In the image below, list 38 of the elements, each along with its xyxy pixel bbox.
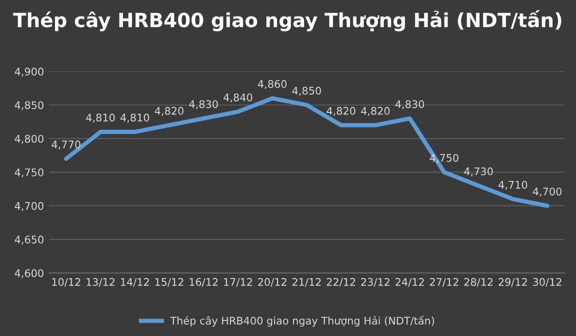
- data-label: 4,830: [395, 100, 424, 110]
- data-label: 4,820: [326, 106, 356, 116]
- x-tick-label: 14/12: [121, 278, 149, 287]
- y-tick-label: 4,600: [14, 269, 44, 278]
- data-label: 4,820: [361, 106, 390, 116]
- data-label: 4,820: [154, 106, 184, 116]
- y-tick-label: 4,750: [14, 168, 44, 178]
- data-label: 4,860: [258, 80, 287, 89]
- x-tick-label: 28/12: [464, 278, 493, 287]
- data-label: 4,850: [292, 86, 321, 96]
- data-label: 4,730: [464, 167, 493, 176]
- x-tick-label: 21/12: [292, 278, 321, 287]
- legend-label: Thép cây HRB400 giao ngay Thượng Hải (NDT/tấn): [170, 316, 434, 327]
- x-tick-label: 16/12: [190, 278, 218, 287]
- x-tick-label: 13/12: [86, 278, 114, 287]
- data-label: 4,710: [498, 180, 528, 190]
- x-tick-label: 30/12: [533, 278, 562, 287]
- data-label: 4,830: [189, 100, 218, 110]
- x-tick-label: 17/12: [224, 278, 252, 287]
- x-tick-label: 29/12: [498, 278, 527, 287]
- chart-title: Thép cây HRB400 giao ngay Thượng Hải (NDT/tấn): [13, 10, 562, 32]
- x-tick-label: 22/12: [326, 278, 356, 287]
- data-label: 4,810: [86, 114, 115, 123]
- data-label: 4,770: [52, 140, 80, 150]
- data-label: 4,840: [224, 93, 252, 102]
- y-tick-label: 4,800: [14, 134, 44, 144]
- x-tick-label: 10/12: [52, 278, 80, 287]
- y-tick-label: 4,650: [14, 236, 44, 245]
- x-tick-label: 24/12: [396, 278, 424, 287]
- y-tick-label: 4,850: [14, 101, 44, 110]
- x-tick-label: 20/12: [258, 278, 286, 287]
- y-tick-label: 4,700: [14, 202, 44, 211]
- data-label: 4,810: [120, 114, 150, 123]
- x-tick-label: 15/12: [155, 278, 184, 287]
- x-tick-label: 23/12: [361, 278, 390, 287]
- y-tick-label: 4,900: [14, 68, 44, 77]
- x-tick-label: 27/12: [430, 278, 458, 287]
- data-label: 4,700: [532, 188, 562, 197]
